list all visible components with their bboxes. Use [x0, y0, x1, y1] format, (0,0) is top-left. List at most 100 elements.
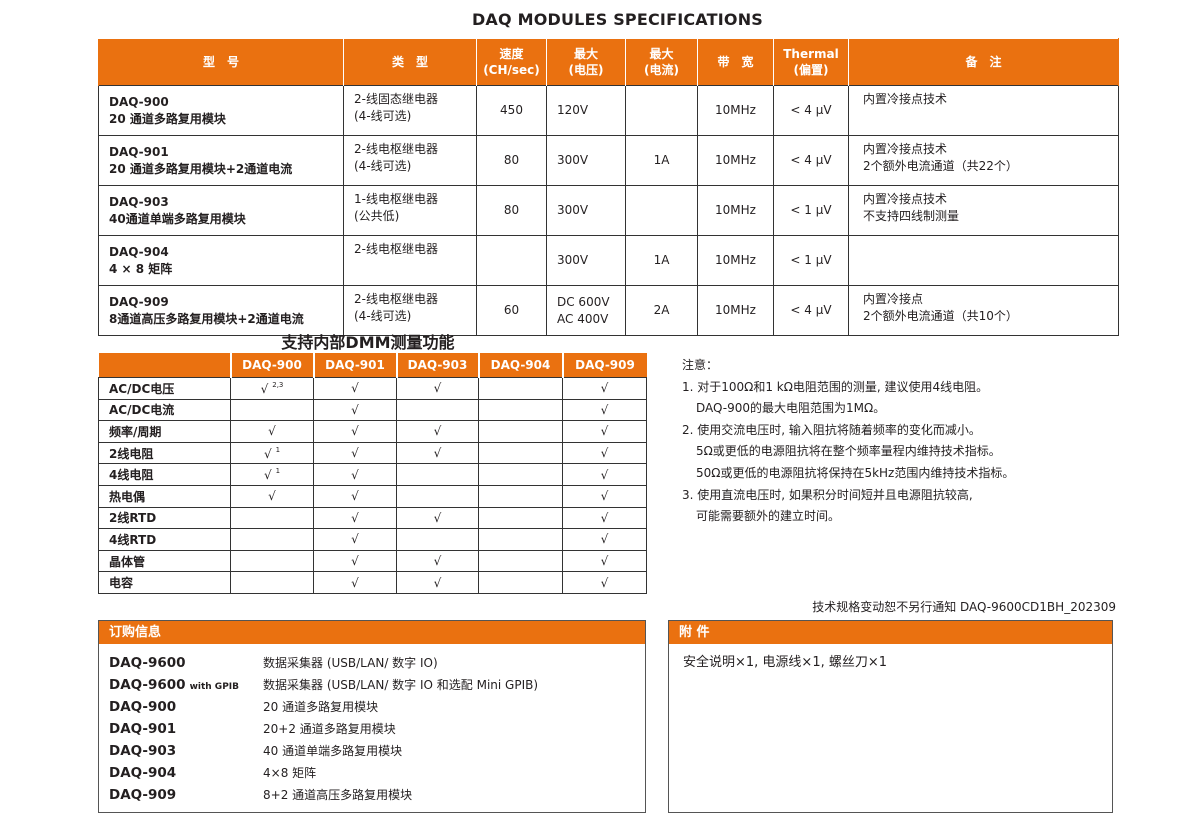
table-row: DAQ-900 20 通道多路复用模块 2-线固态继电器 (4-线可选) 450 120…	[98, 85, 1119, 136]
model-description: 8通道高压多路复用模块+2通道电流	[109, 311, 304, 326]
type-cell: 1-线电枢继电器 (公共低)	[343, 185, 477, 236]
table-row: AC/DC电流 √ √	[98, 398, 647, 422]
note-line: 2. 使用交流电压时, 输入阻抗将随着频率的变化而减小。	[682, 422, 981, 437]
check-mark: √	[433, 510, 442, 525]
function-label: 电容	[98, 571, 231, 594]
column-header: 最大 (电压)	[546, 38, 626, 86]
check-mark: √	[351, 575, 359, 590]
check-mark: √	[600, 554, 609, 569]
bandwidth-cell: 10MHz	[697, 185, 774, 236]
support-cell	[478, 484, 563, 508]
column-header: 类 型	[343, 38, 477, 86]
speed-cell: 80	[476, 185, 547, 236]
order-description: 20 通道多路复用模块	[263, 700, 379, 714]
support-cell: √	[562, 420, 647, 443]
support-cell: √	[396, 549, 479, 573]
column-header: 最大 (电流)	[625, 38, 698, 86]
order-model: DAQ-903	[109, 740, 263, 762]
check-mark: √	[600, 510, 609, 525]
support-cell	[478, 506, 563, 530]
function-label: AC/DC电压	[98, 377, 231, 400]
column-header: 备 注	[848, 38, 1119, 86]
function-label: 2线电阻	[98, 441, 231, 465]
check-mark: √	[600, 489, 609, 504]
table-row: 热电偶 √ √ √	[98, 484, 647, 508]
check-mark: √	[600, 467, 609, 482]
column-header: DAQ-900	[229, 353, 314, 378]
support-cell: √	[313, 420, 397, 443]
support-cell: √ 2,3	[230, 377, 314, 400]
thermal-offset-cell: < 1 μV	[773, 235, 849, 286]
support-cell	[478, 441, 563, 465]
thermal-offset-cell: < 4 μV	[773, 85, 849, 136]
max-current-cell	[625, 85, 698, 136]
footnote-ref: 1	[275, 467, 281, 476]
thermal-offset-cell: < 1 μV	[773, 185, 849, 236]
support-cell: √	[562, 506, 647, 530]
support-cell: √	[396, 377, 479, 400]
note-line: 5Ω或更低的电源阻抗将在整个频率量程内维持技术指标。	[696, 444, 1001, 459]
max-current-cell: 2A	[625, 285, 698, 336]
model-name: DAQ-900	[109, 94, 169, 109]
accessories-text: 安全说明×1, 电源线×1, 螺丝刀×1	[683, 655, 888, 670]
check-mark: √	[351, 489, 359, 504]
support-cell: √	[396, 571, 479, 594]
ordering-info-panel: 订购信息 DAQ-9600 数据采集器 (USB/LAN/ 数字 IO) DAQ-9…	[98, 620, 646, 813]
support-cell: √	[313, 463, 397, 486]
check-mark: √	[600, 532, 609, 547]
support-cell	[230, 549, 314, 573]
column-header: DAQ-903	[395, 353, 479, 378]
check-mark: √	[268, 489, 276, 504]
note-line: 可能需要额外的建立时间。	[696, 509, 841, 524]
model-name: DAQ-901	[109, 144, 169, 159]
order-description: 40 通道单端多路复用模块	[263, 744, 403, 758]
check-mark: √	[351, 554, 359, 569]
support-cell: √	[396, 441, 479, 465]
model-cell: DAQ-903 40通道单端多路复用模块	[98, 185, 344, 236]
speed-cell: 450	[476, 85, 547, 136]
function-label: 4线电阻	[98, 463, 231, 486]
support-cell	[478, 463, 563, 486]
function-label: 热电偶	[98, 484, 231, 508]
check-mark: √	[268, 424, 276, 439]
max-voltage-cell: 300V	[546, 135, 626, 186]
function-label: 4线RTD	[98, 528, 231, 551]
model-cell: DAQ-901 20 通道多路复用模块+2通道电流	[98, 135, 344, 186]
check-mark: √	[600, 381, 609, 396]
order-model-suffix: with GPIB	[189, 682, 239, 692]
order-model-name: DAQ-901	[109, 721, 177, 737]
column-header: 带 宽	[697, 38, 774, 86]
note-line: 50Ω或更低的电源阻抗将保持在5kHz范围内维持技术指标。	[696, 465, 1015, 480]
page-title: DAQ MODULES SPECIFICATIONS	[471, 10, 764, 29]
order-model: DAQ-9600	[109, 652, 263, 674]
table-row: AC/DC电压 √ 2,3 √ √ √	[98, 377, 647, 400]
type-cell: 2-线电枢继电器 (4-线可选)	[343, 135, 477, 186]
check-mark: √	[433, 446, 442, 461]
support-cell: √	[562, 549, 647, 573]
support-cell: √	[313, 377, 397, 400]
order-model-name: DAQ-9600	[109, 655, 186, 671]
support-cell: √	[230, 484, 314, 508]
check-mark: √	[433, 554, 442, 569]
speed-cell: 60	[476, 285, 547, 336]
table-row: DAQ-901 20 通道多路复用模块+2通道电流 2-线电枢继电器 (4-线可选)…	[98, 135, 1119, 186]
support-cell	[396, 463, 479, 486]
model-cell: DAQ-900 20 通道多路复用模块	[98, 85, 344, 136]
model-name: DAQ-909	[109, 294, 169, 309]
support-cell: √	[313, 549, 397, 573]
model-cell: DAQ-909 8通道高压多路复用模块+2通道电流	[98, 285, 344, 336]
thermal-offset-cell: < 4 μV	[773, 135, 849, 186]
max-current-cell	[625, 185, 698, 236]
support-cell: √	[313, 506, 397, 530]
order-item: DAQ-903 40 通道单端多路复用模块	[109, 740, 402, 762]
check-mark: √	[263, 446, 272, 461]
support-cell: √	[313, 484, 397, 508]
support-cell	[396, 528, 479, 551]
model-description: 4 × 8 矩阵	[109, 261, 173, 276]
support-cell: √	[313, 441, 397, 465]
function-label: 频率/周期	[98, 420, 231, 443]
order-model: DAQ-904	[109, 762, 263, 784]
order-description: 4×8 矩阵	[263, 766, 317, 780]
check-mark: √	[600, 402, 609, 417]
table-row: 2线电阻 √ 1 √ √ √	[98, 441, 647, 465]
